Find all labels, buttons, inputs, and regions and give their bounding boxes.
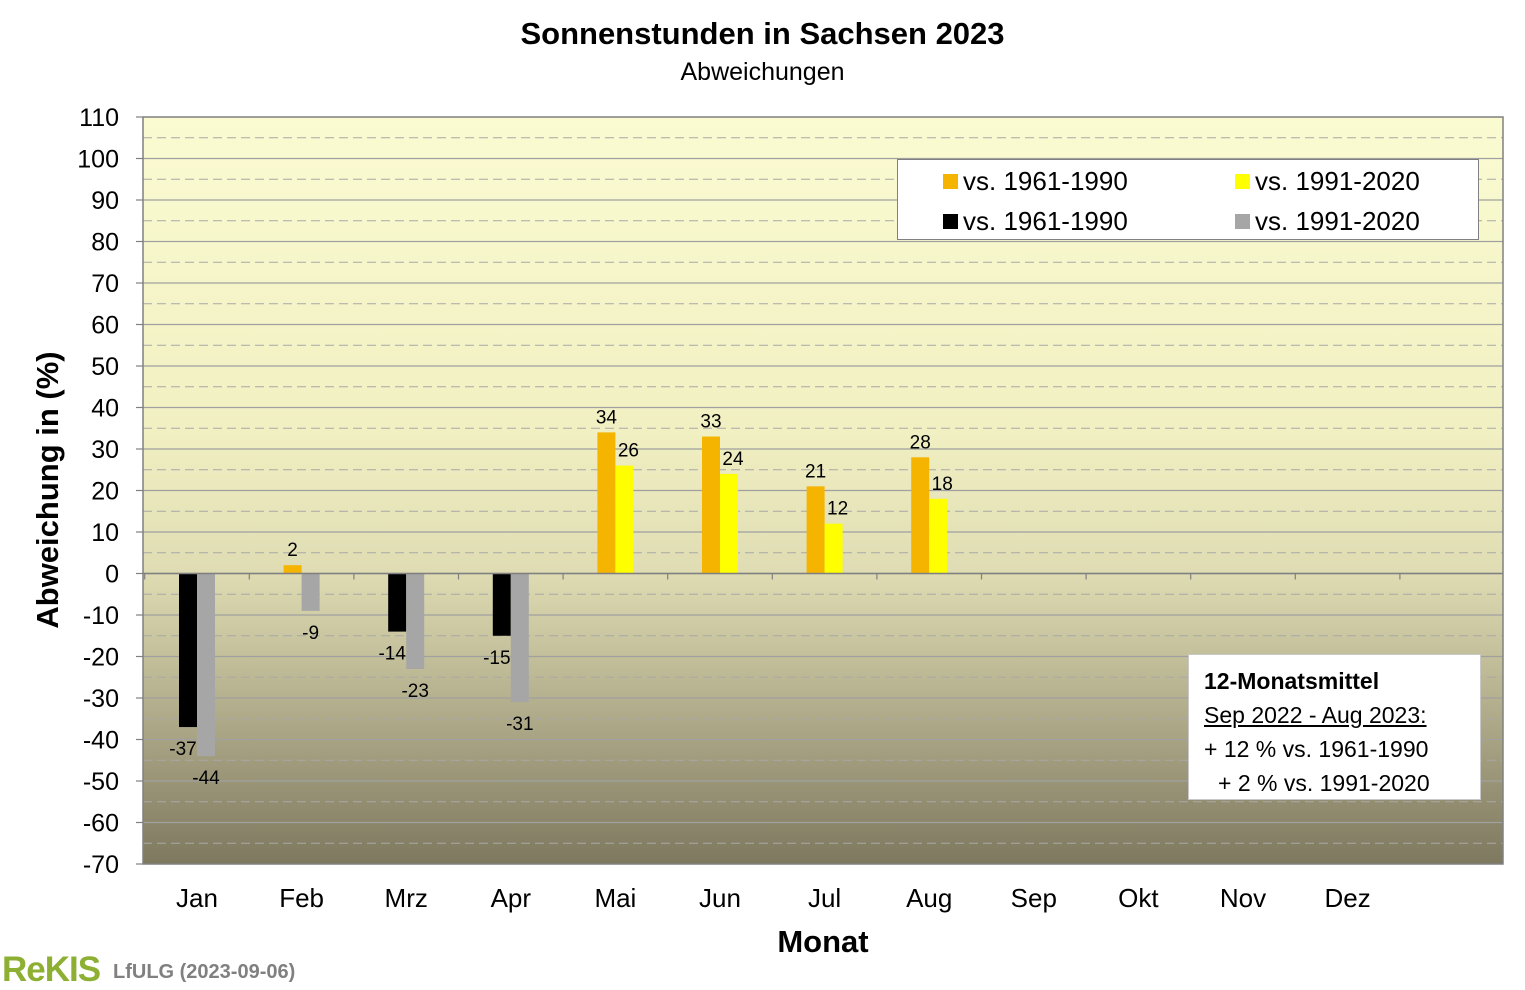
bar-aug-series1 [911,457,930,574]
y-tick-label: 40 [91,395,119,423]
x-tick-label-jun: Jun [699,883,741,913]
y-tick-label: 60 [91,312,119,340]
legend-swatch [943,214,958,229]
y-tick-label: 70 [91,270,119,298]
y-tick-label: 110 [79,104,119,132]
data-label-apr-series2: -31 [506,714,533,735]
y-tick-label: 30 [91,436,119,464]
x-tick-label-jul: Jul [808,883,841,913]
rekis-logo: ReKIS [2,950,101,989]
x-axis-title: Monat [777,924,868,959]
data-label-jun-series1: 33 [700,412,721,433]
bar-mrz-series1 [388,573,407,632]
x-tick-label-dez: Dez [1324,883,1370,913]
data-label-mrz-series1: -14 [378,644,406,665]
plot-border [142,116,1504,865]
y-tick-label: 0 [105,561,119,589]
data-label-jan-series2: -44 [192,768,220,789]
bar-jan-series1 [179,573,197,728]
legend-label: vs. 1991-2020 [1255,206,1420,236]
chart-title: Sonnenstunden in Sachsen 2023 [520,16,1005,51]
legend-item-1991-2020-negative: vs. 1991-2020 [1235,206,1420,237]
infobox-heading: 12-Monatsmittel [1204,668,1380,694]
bar-jul-series1 [806,486,825,574]
x-tick-label-jan: Jan [176,883,218,913]
y-tick-label: -10 [83,602,119,630]
bar-mrz-series2 [406,573,425,669]
y-tick-label: 100 [77,146,119,174]
data-label-mai-series2: 26 [618,441,639,462]
y-tick-label: 10 [91,519,119,547]
data-label-jul-series1: 21 [805,461,826,482]
y-tick-label: 90 [91,187,119,215]
y-tick-label: -70 [83,851,119,879]
x-tick-label-feb: Feb [279,883,324,913]
source-credit: LfULG (2023-09-06) [113,961,296,983]
y-tick-label: -50 [83,768,119,796]
bar-mai-series1 [597,432,616,574]
annual-mean-infobox: 12-Monatsmittel Sep 2022 - Aug 2023: + 1… [1188,654,1481,800]
data-label-feb-series1: 2 [287,540,298,561]
legend-swatch [1235,174,1250,189]
bar-jun-series2 [720,473,738,574]
chart-legend: vs. 1961-1990 vs. 1991-2020 vs. 1961-199… [897,159,1479,240]
x-tick-label-apr: Apr [491,883,532,913]
infobox-value-1991-2020: + 2 % vs. 1991-2020 [1218,770,1430,796]
y-tick-label: 80 [91,229,119,257]
x-tick-label-nov: Nov [1220,883,1266,913]
data-label-jun-series2: 24 [722,449,744,470]
y-tick-label: -30 [83,685,119,713]
y-tick-label: -40 [83,727,119,755]
bar-aug-series2 [929,498,948,574]
infobox-value-1961-1990: + 12 % vs. 1961-1990 [1204,736,1429,762]
x-tick-label-aug: Aug [906,883,952,913]
x-tick-label-sep: Sep [1011,883,1057,913]
bar-feb-series1 [283,565,302,574]
y-tick-label: -20 [83,644,119,672]
bar-jan-series2 [197,573,215,757]
data-label-aug-series1: 28 [910,432,931,453]
legend-label: vs. 1961-1990 [963,206,1128,236]
data-label-aug-series2: 18 [932,474,953,495]
legend-label: vs. 1991-2020 [1255,166,1420,196]
bar-apr-series1 [492,573,511,636]
bar-feb-series2 [301,573,320,611]
legend-label: vs. 1961-1990 [963,166,1128,196]
data-label-mrz-series2: -23 [401,681,428,702]
data-label-apr-series1: -15 [483,648,510,669]
x-tick-label-mai: Mai [594,883,636,913]
data-label-jan-series1: -37 [169,739,196,760]
bar-mai-series2 [615,465,634,574]
legend-item-1961-1990-negative: vs. 1961-1990 [943,206,1128,237]
y-tick-label: 50 [91,353,119,381]
data-label-jul-series2: 12 [827,499,848,520]
y-tick-label: -60 [83,810,119,838]
y-axis-title: Abweichung in (%) [30,351,65,628]
x-tick-label-mrz: Mrz [385,883,428,913]
data-label-feb-series2: -9 [302,623,319,644]
infobox-period: Sep 2022 - Aug 2023: [1204,702,1427,728]
bar-apr-series2 [510,573,529,703]
y-tick-label: 20 [91,478,119,506]
x-tick-label-okt: Okt [1118,883,1159,913]
legend-swatch [1235,214,1250,229]
chart-subtitle: Abweichungen [680,58,845,86]
bar-jun-series1 [702,436,720,574]
legend-swatch [943,174,958,189]
legend-item-1991-2020-positive: vs. 1991-2020 [1235,166,1420,197]
data-label-mai-series1: 34 [596,407,618,428]
bar-jul-series2 [824,523,843,574]
legend-item-1961-1990-positive: vs. 1961-1990 [943,166,1128,197]
